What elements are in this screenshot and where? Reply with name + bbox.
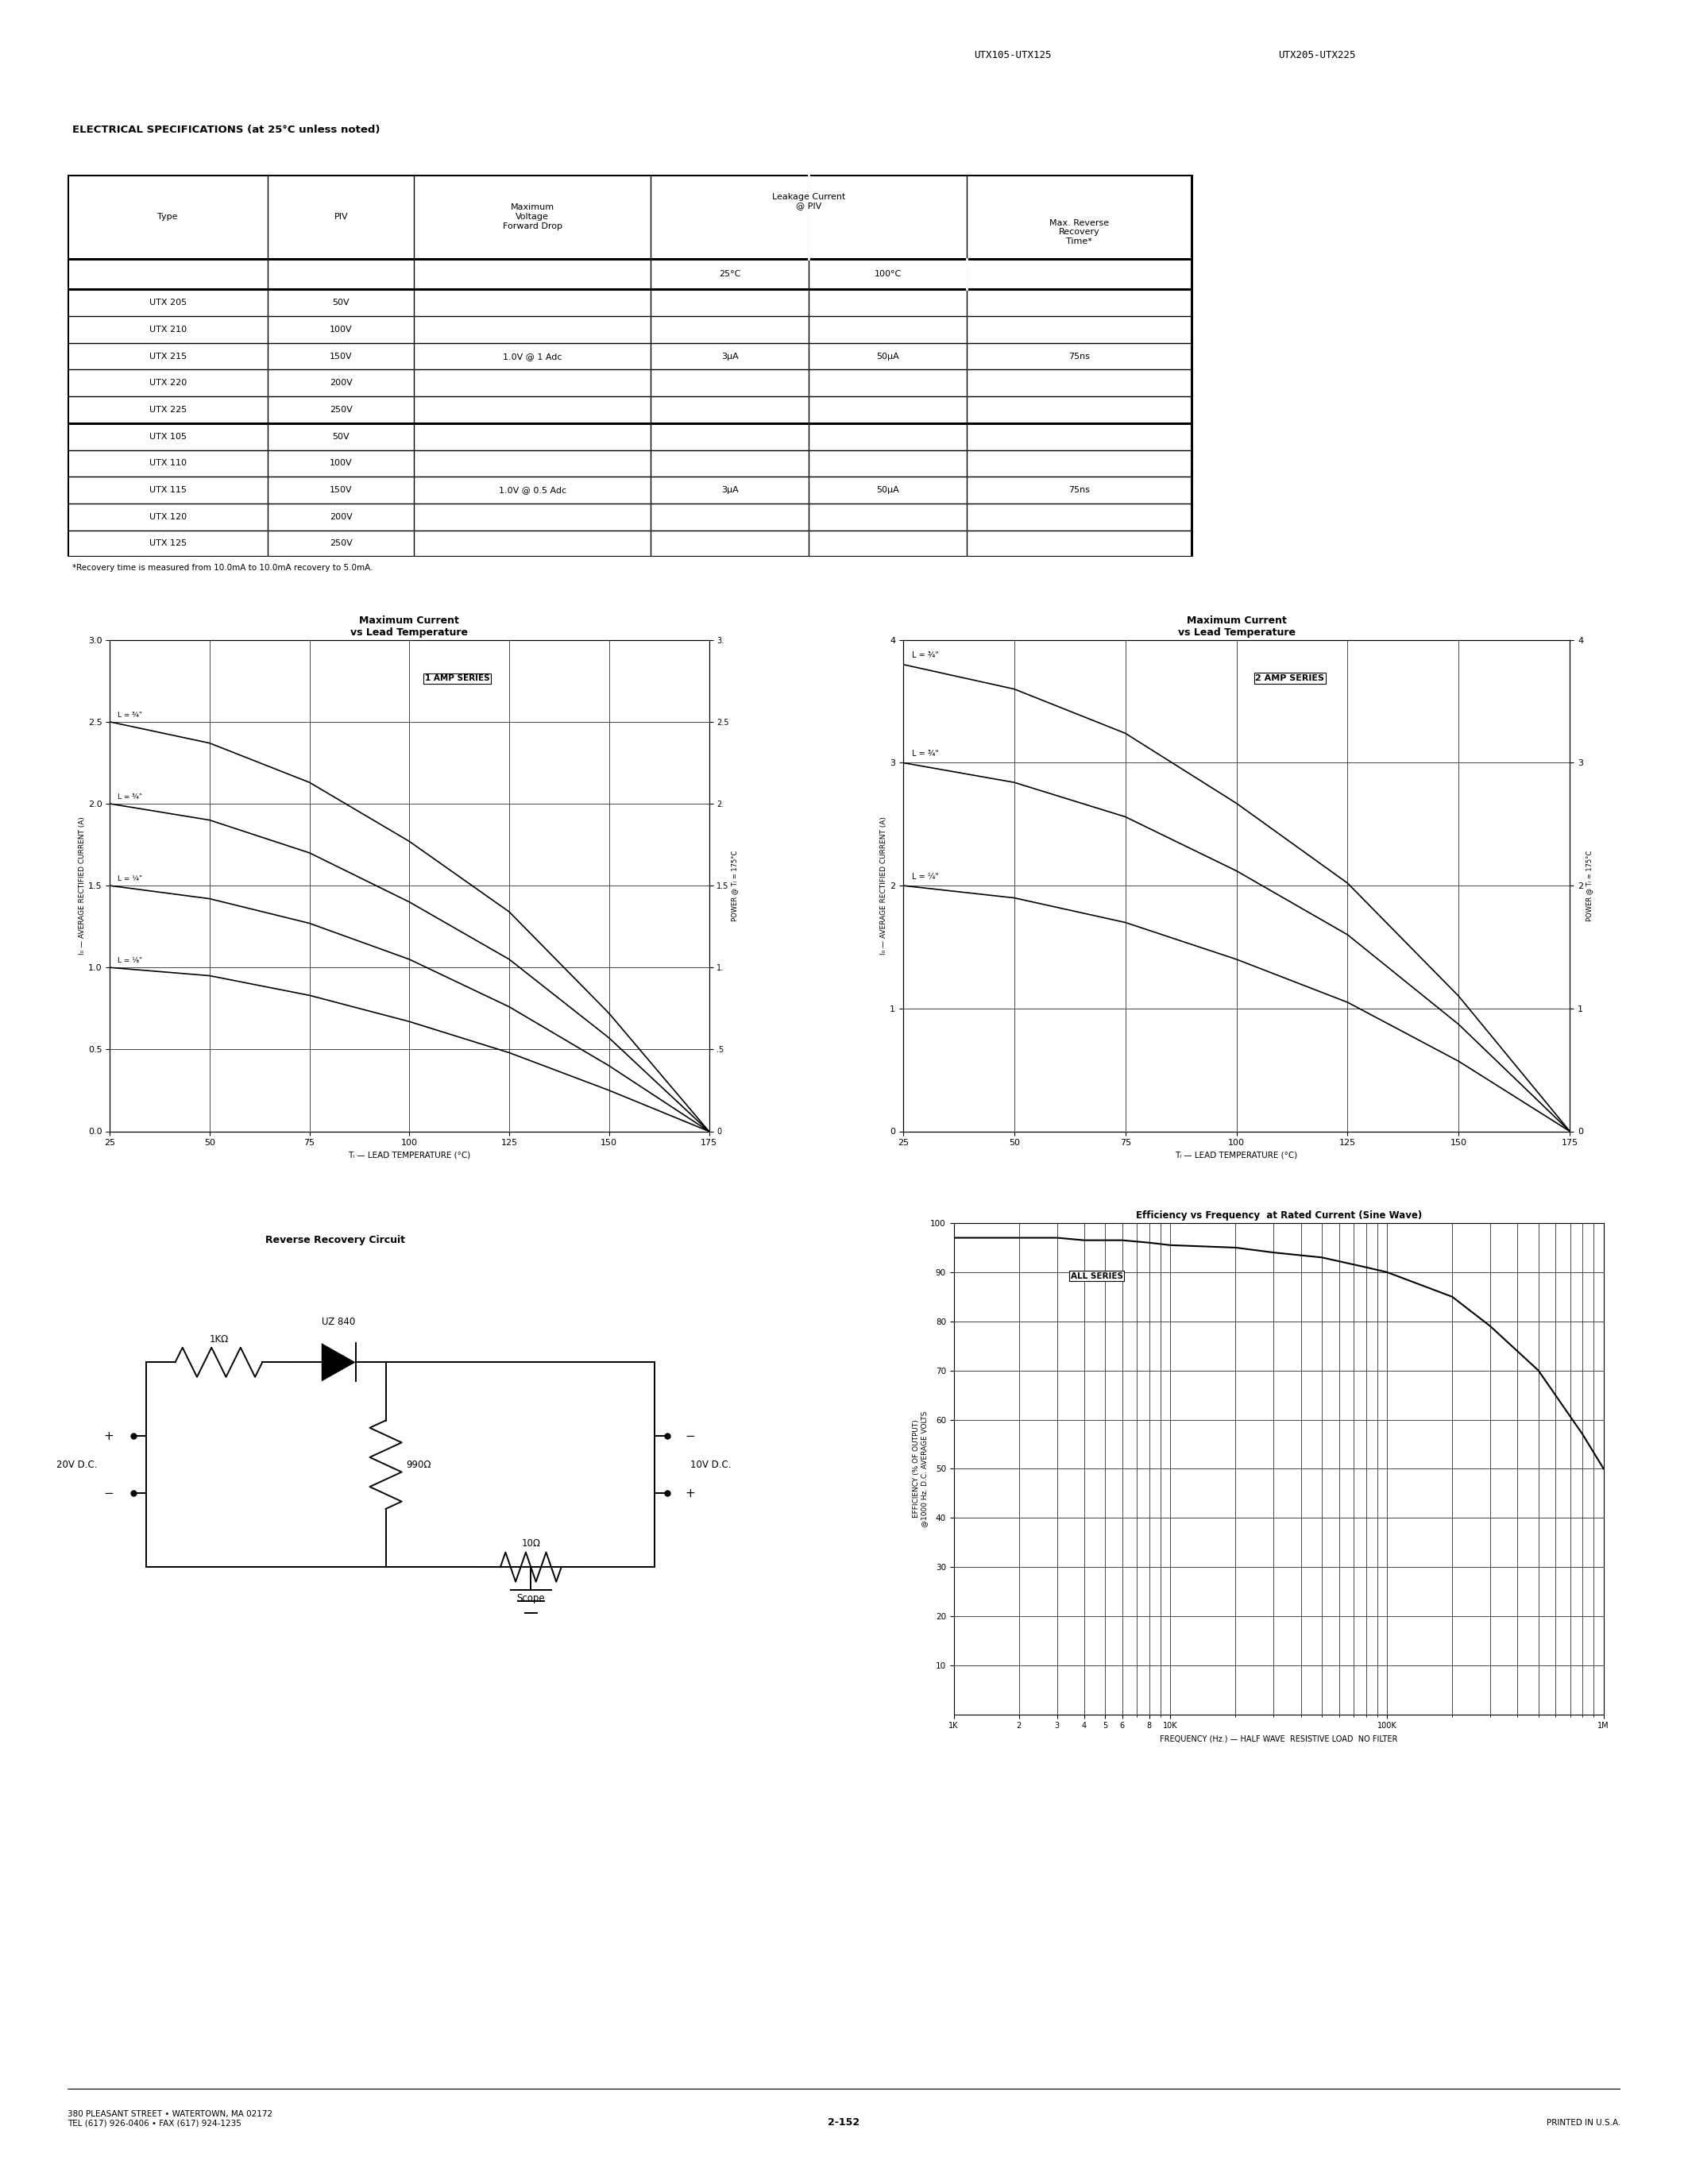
Text: 50V: 50V	[333, 299, 349, 306]
Text: L = ¾": L = ¾"	[118, 712, 142, 719]
Text: 50μA: 50μA	[876, 487, 900, 494]
Text: 380 PLEASANT STREET • WATERTOWN, MA 02172
TEL (617) 926-0406 • FAX (617) 924-123: 380 PLEASANT STREET • WATERTOWN, MA 0217…	[68, 2110, 272, 2127]
Title: Maximum Current
vs Lead Temperature: Maximum Current vs Lead Temperature	[1178, 616, 1295, 638]
Title: Efficiency vs Frequency  at Rated Current (Sine Wave): Efficiency vs Frequency at Rated Current…	[1136, 1210, 1421, 1221]
Text: 1.0V @ 1 Adc: 1.0V @ 1 Adc	[503, 352, 562, 360]
Text: UTX 125: UTX 125	[149, 539, 186, 548]
Text: −: −	[103, 1487, 113, 1498]
Text: 10V D.C.: 10V D.C.	[690, 1459, 731, 1470]
Text: 200V: 200V	[329, 513, 353, 520]
Text: −: −	[685, 1431, 695, 1441]
Text: Type: Type	[157, 212, 177, 221]
Text: *Recovery time is measured from 10.0mA to 10.0mA recovery to 5.0mA.: *Recovery time is measured from 10.0mA t…	[73, 563, 373, 572]
Text: UTX105-UTX125: UTX105-UTX125	[974, 50, 1052, 61]
Text: +: +	[103, 1431, 113, 1441]
Text: 75ns: 75ns	[1069, 352, 1090, 360]
Polygon shape	[321, 1343, 356, 1382]
Text: 10Ω: 10Ω	[522, 1540, 540, 1548]
Text: Leakage Current
@ PIV: Leakage Current @ PIV	[771, 192, 846, 210]
Text: UTX 220: UTX 220	[149, 380, 187, 387]
Text: UTX205-UTX225: UTX205-UTX225	[1278, 50, 1355, 61]
Text: UZ 840: UZ 840	[322, 1317, 354, 1326]
Text: Maximum
Voltage
Forward Drop: Maximum Voltage Forward Drop	[503, 203, 562, 229]
Text: UTX 205: UTX 205	[149, 299, 186, 306]
Text: ELECTRICAL SPECIFICATIONS (at 25°C unless noted): ELECTRICAL SPECIFICATIONS (at 25°C unles…	[73, 124, 380, 135]
Text: L = ¼": L = ¼"	[118, 876, 142, 882]
X-axis label: Tₗ — LEAD TEMPERATURE (°C): Tₗ — LEAD TEMPERATURE (°C)	[1175, 1151, 1298, 1160]
X-axis label: Tₗ — LEAD TEMPERATURE (°C): Tₗ — LEAD TEMPERATURE (°C)	[348, 1151, 471, 1160]
Text: 75ns: 75ns	[1069, 487, 1090, 494]
Text: UTX 120: UTX 120	[149, 513, 186, 520]
Text: 20V D.C.: 20V D.C.	[57, 1459, 98, 1470]
Title: Maximum Current
vs Lead Temperature: Maximum Current vs Lead Temperature	[351, 616, 468, 638]
Text: 990Ω: 990Ω	[407, 1459, 430, 1470]
Text: UTX 105: UTX 105	[149, 432, 186, 441]
Text: +: +	[685, 1487, 695, 1498]
Text: L = ¾": L = ¾"	[912, 651, 939, 660]
Text: 50μA: 50μA	[876, 352, 900, 360]
Text: 1KΩ: 1KΩ	[209, 1334, 228, 1345]
Y-axis label: I₀ — AVERAGE RECTIFIED CURRENT (A): I₀ — AVERAGE RECTIFIED CURRENT (A)	[79, 817, 86, 954]
Text: 2-152: 2-152	[829, 2116, 859, 2127]
Y-axis label: POWER @ Tₗ = 175°C: POWER @ Tₗ = 175°C	[731, 850, 738, 922]
Text: L = ¾": L = ¾"	[118, 793, 142, 802]
Text: UTX 110: UTX 110	[149, 459, 186, 467]
Text: 150V: 150V	[329, 487, 353, 494]
Y-axis label: I₀ — AVERAGE RECTIFIED CURRENT (A): I₀ — AVERAGE RECTIFIED CURRENT (A)	[881, 817, 888, 954]
Text: 1.0V @ 0.5 Adc: 1.0V @ 0.5 Adc	[498, 487, 565, 494]
Y-axis label: EFFICIENCY (% OF OUTPUT)
@1000 Hz. D.C. AVERAGE VOLTS: EFFICIENCY (% OF OUTPUT) @1000 Hz. D.C. …	[913, 1411, 928, 1527]
Text: L = ⅛": L = ⅛"	[118, 957, 142, 965]
Text: PRINTED IN U.S.A.: PRINTED IN U.S.A.	[1546, 2118, 1620, 2127]
Text: 100V: 100V	[329, 325, 353, 334]
Text: 25°C: 25°C	[719, 271, 741, 277]
Text: Max. Reverse
Recovery
Time*: Max. Reverse Recovery Time*	[1050, 218, 1109, 245]
Text: UTX 115: UTX 115	[149, 487, 186, 494]
X-axis label: FREQUENCY (Hz.) — HALF WAVE  RESISTIVE LOAD  NO FILTER: FREQUENCY (Hz.) — HALF WAVE RESISTIVE LO…	[1160, 1734, 1398, 1743]
Text: 150V: 150V	[329, 352, 353, 360]
Text: ALL SERIES: ALL SERIES	[1070, 1271, 1123, 1280]
Text: 50V: 50V	[333, 432, 349, 441]
Text: 250V: 250V	[329, 539, 353, 548]
Text: 250V: 250V	[329, 406, 353, 413]
Text: UTX 215: UTX 215	[149, 352, 186, 360]
Text: 3μA: 3μA	[721, 352, 739, 360]
Text: 100V: 100V	[329, 459, 353, 467]
Text: UTX 210: UTX 210	[149, 325, 186, 334]
Text: 100°C: 100°C	[874, 271, 901, 277]
Y-axis label: POWER @ Tₗ = 175°C: POWER @ Tₗ = 175°C	[1585, 850, 1592, 922]
Text: 2 AMP SERIES: 2 AMP SERIES	[1256, 675, 1325, 681]
Text: 1 AMP SERIES: 1 AMP SERIES	[425, 675, 490, 681]
Text: L = ¼": L = ¼"	[912, 874, 939, 880]
Text: L = ¾": L = ¾"	[912, 749, 939, 758]
Text: UTX 225: UTX 225	[149, 406, 187, 413]
Text: 3μA: 3μA	[721, 487, 739, 494]
Text: 200V: 200V	[329, 380, 353, 387]
Text: Scope: Scope	[517, 1594, 545, 1603]
Text: Reverse Recovery Circuit: Reverse Recovery Circuit	[265, 1236, 405, 1245]
Text: PIV: PIV	[334, 212, 348, 221]
